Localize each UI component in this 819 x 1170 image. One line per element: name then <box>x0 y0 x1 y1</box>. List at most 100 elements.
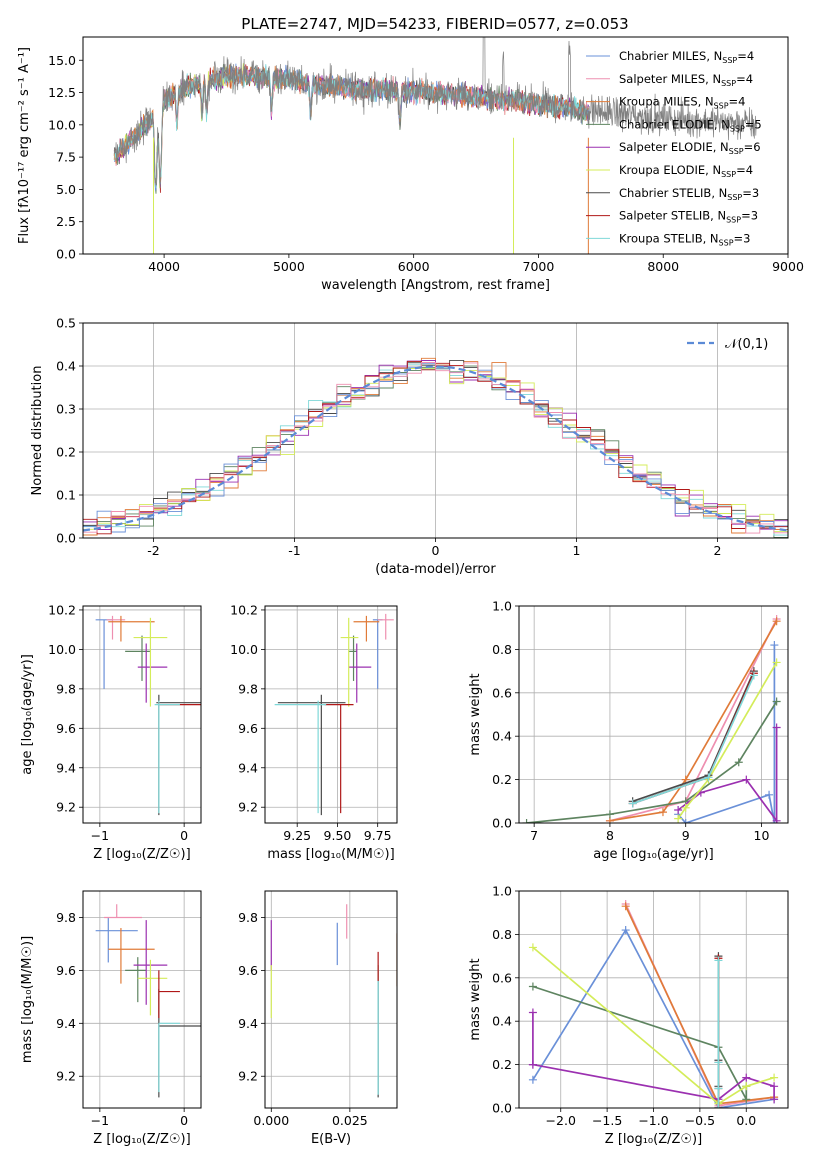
residual-histogram <box>83 363 788 537</box>
weight-series <box>605 615 781 823</box>
errorbar-point <box>156 694 201 816</box>
weight-line <box>532 946 775 1105</box>
y-tick-label: 1.0 <box>492 884 512 899</box>
x-axis-label: Z [log₁₀(Z/Z☉)] <box>605 1132 702 1147</box>
errorbar-point <box>277 694 346 816</box>
plot-area <box>528 900 779 1108</box>
y-tick-label: 9.4 <box>56 760 76 775</box>
y-tick-label: 9.8 <box>238 681 258 696</box>
weight-marker <box>681 819 690 823</box>
weight-marker <box>714 1058 723 1067</box>
errorbar-point <box>125 957 147 1003</box>
axes-frame <box>518 605 789 824</box>
y-tick-label: 9.8 <box>56 910 76 925</box>
y-tick-label: 2.5 <box>56 214 76 229</box>
legend-entry: Salpeter ELODIE, NSSP=6 <box>619 140 761 156</box>
errorbar-point <box>158 970 180 1019</box>
x-tick-label: 7 <box>530 828 538 843</box>
errorbar-point <box>108 928 155 984</box>
axes-frame <box>264 605 398 824</box>
y-tick-label: 1.0 <box>492 599 512 614</box>
y-tick-label: 9.8 <box>238 910 258 925</box>
y-tick-label: 0.6 <box>492 970 512 985</box>
x-tick-label: −0.5 <box>685 1113 715 1128</box>
y-tick-label: 9.2 <box>56 800 76 815</box>
weight-marker <box>714 956 723 965</box>
x-tick-label: −1.0 <box>638 1113 668 1128</box>
errorbar-point <box>348 643 372 703</box>
figure-title: PLATE=2747, MJD=54233, FIBERID=0577, z=0… <box>241 15 628 33</box>
x-tick-label: 8 <box>606 828 614 843</box>
axes-frame <box>82 36 789 255</box>
errorbar-point <box>106 615 126 640</box>
residual-histogram <box>83 360 788 530</box>
plot-area <box>274 613 394 816</box>
x-tick-label: 9.25 <box>283 828 311 843</box>
errorbar-point <box>353 615 380 642</box>
y-axis-label: Flux [fλ10⁻¹⁷ erg cm⁻² s⁻¹ A⁻¹] <box>17 47 32 244</box>
errorbar-point <box>348 635 357 681</box>
weight-marker <box>772 617 781 626</box>
y-tick-label: 9.2 <box>56 1069 76 1084</box>
errorbar-point <box>133 617 168 707</box>
weight-vs-Z-panel: −2.0 −1.5 −1.0 −0.5 0.0 0.0 0.2 0.4 0.6 0.8 1.0 Z [… <box>468 884 789 1147</box>
y-axis-label: Normed distribution <box>30 366 45 496</box>
plot-area <box>522 615 781 823</box>
weight-line <box>532 928 775 1108</box>
y-tick-label: 0.0 <box>56 247 76 262</box>
weight-marker <box>742 1082 751 1091</box>
spectrum-panel: 4000 5000 6000 7000 8000 9000 0.0 2.5 5.0 7.5 10.0… <box>17 36 804 293</box>
y-tick-label: 9.6 <box>238 963 258 978</box>
axes-frame <box>82 605 202 824</box>
residuals-panel: -2 -1 0 1 2 0.0 0.1 0.2 0.3 0.4 0.5 (data-model)/er… <box>30 316 789 577</box>
weight-marker <box>749 671 758 680</box>
weight-marker <box>772 697 781 706</box>
axes-frame <box>518 890 789 1109</box>
y-tick-label: 0.0 <box>56 531 76 546</box>
x-tick-label: -2 <box>147 543 159 558</box>
weight-marker <box>772 658 781 667</box>
errorbar-point <box>108 615 155 642</box>
weight-marker <box>765 790 774 799</box>
weight-series <box>714 956 723 1108</box>
y-tick-label: 10.2 <box>230 602 258 617</box>
y-tick-label: 10.0 <box>48 642 76 657</box>
y-tick-label: 9.6 <box>56 721 76 736</box>
y-tick-label: 12.5 <box>48 85 76 100</box>
x-axis-label: age [log₁₀(age/yr)] <box>593 847 714 862</box>
weight-marker <box>772 723 781 732</box>
weight-marker <box>528 1075 537 1084</box>
weight-marker <box>621 926 630 935</box>
x-tick-label: 0 <box>180 1113 188 1128</box>
x-tick-label: 0.000 <box>253 1113 289 1128</box>
weight-series <box>522 697 781 823</box>
y-tick-label: 9.4 <box>238 760 258 775</box>
y-axis-label: mass [log₁₀(M/M☉)] <box>20 936 35 1063</box>
weight-series <box>674 658 781 823</box>
legend-entry: Kroupa STELIB, NSSP=3 <box>619 231 750 247</box>
errorbar-point <box>95 917 138 963</box>
x-tick-label: 4000 <box>148 259 180 274</box>
weight-marker <box>674 814 683 823</box>
weight-marker <box>681 803 690 812</box>
y-tick-label: 7.5 <box>56 150 76 165</box>
errorbar-point <box>158 1022 180 1093</box>
y-tick-label: 0.2 <box>492 772 512 787</box>
weight-line <box>677 661 778 820</box>
legend-entry: Chabrier ELODIE, NSSP=5 <box>619 117 762 133</box>
normal-reference-curve <box>83 365 788 532</box>
errorbar-point <box>274 700 327 814</box>
weight-marker <box>714 1104 723 1108</box>
legend-entry: Kroupa ELODIE, NSSP=4 <box>619 163 753 179</box>
weight-marker <box>770 641 779 650</box>
weight-line <box>532 985 748 1100</box>
y-tick-label: 9.6 <box>56 963 76 978</box>
weight-marker <box>528 1008 537 1017</box>
observed-spectrum-line <box>113 37 757 189</box>
y-tick-label: 10.0 <box>48 117 76 132</box>
errorbar-point <box>137 959 168 1016</box>
weight-marker <box>528 1060 537 1069</box>
errorbar-point <box>104 904 142 919</box>
mass-vs-ebv-panel: 0.000 0.025 9.2 9.4 9.6 9.8 E(B-V) <box>238 890 398 1147</box>
